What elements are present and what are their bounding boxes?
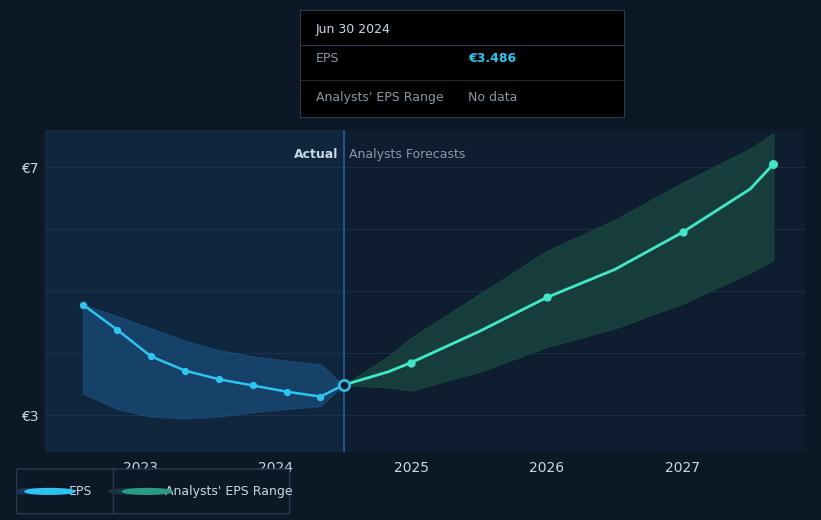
Bar xyxy=(45,130,343,452)
Text: Actual: Actual xyxy=(294,148,338,161)
Point xyxy=(337,381,350,389)
Text: EPS: EPS xyxy=(316,52,339,65)
Point xyxy=(246,381,259,389)
Point xyxy=(111,326,124,334)
Text: €3.486: €3.486 xyxy=(468,52,516,65)
Text: No data: No data xyxy=(468,92,518,105)
Text: Analysts Forecasts: Analysts Forecasts xyxy=(349,148,466,161)
Circle shape xyxy=(11,489,61,494)
Point xyxy=(178,367,191,375)
Point xyxy=(212,375,225,383)
Text: Analysts' EPS Range: Analysts' EPS Range xyxy=(316,92,443,105)
Circle shape xyxy=(25,489,75,494)
Circle shape xyxy=(109,489,158,494)
Point xyxy=(767,160,780,168)
Point xyxy=(76,301,89,309)
Point xyxy=(314,393,327,401)
Point xyxy=(405,358,418,367)
FancyBboxPatch shape xyxy=(113,469,290,514)
Text: EPS: EPS xyxy=(68,485,92,498)
Point xyxy=(676,228,689,237)
Point xyxy=(280,387,293,396)
Text: Analysts' EPS Range: Analysts' EPS Range xyxy=(166,485,293,498)
Text: Jun 30 2024: Jun 30 2024 xyxy=(316,23,391,36)
Circle shape xyxy=(122,489,172,494)
Point xyxy=(144,352,158,360)
FancyBboxPatch shape xyxy=(16,469,116,514)
Point xyxy=(540,293,553,302)
